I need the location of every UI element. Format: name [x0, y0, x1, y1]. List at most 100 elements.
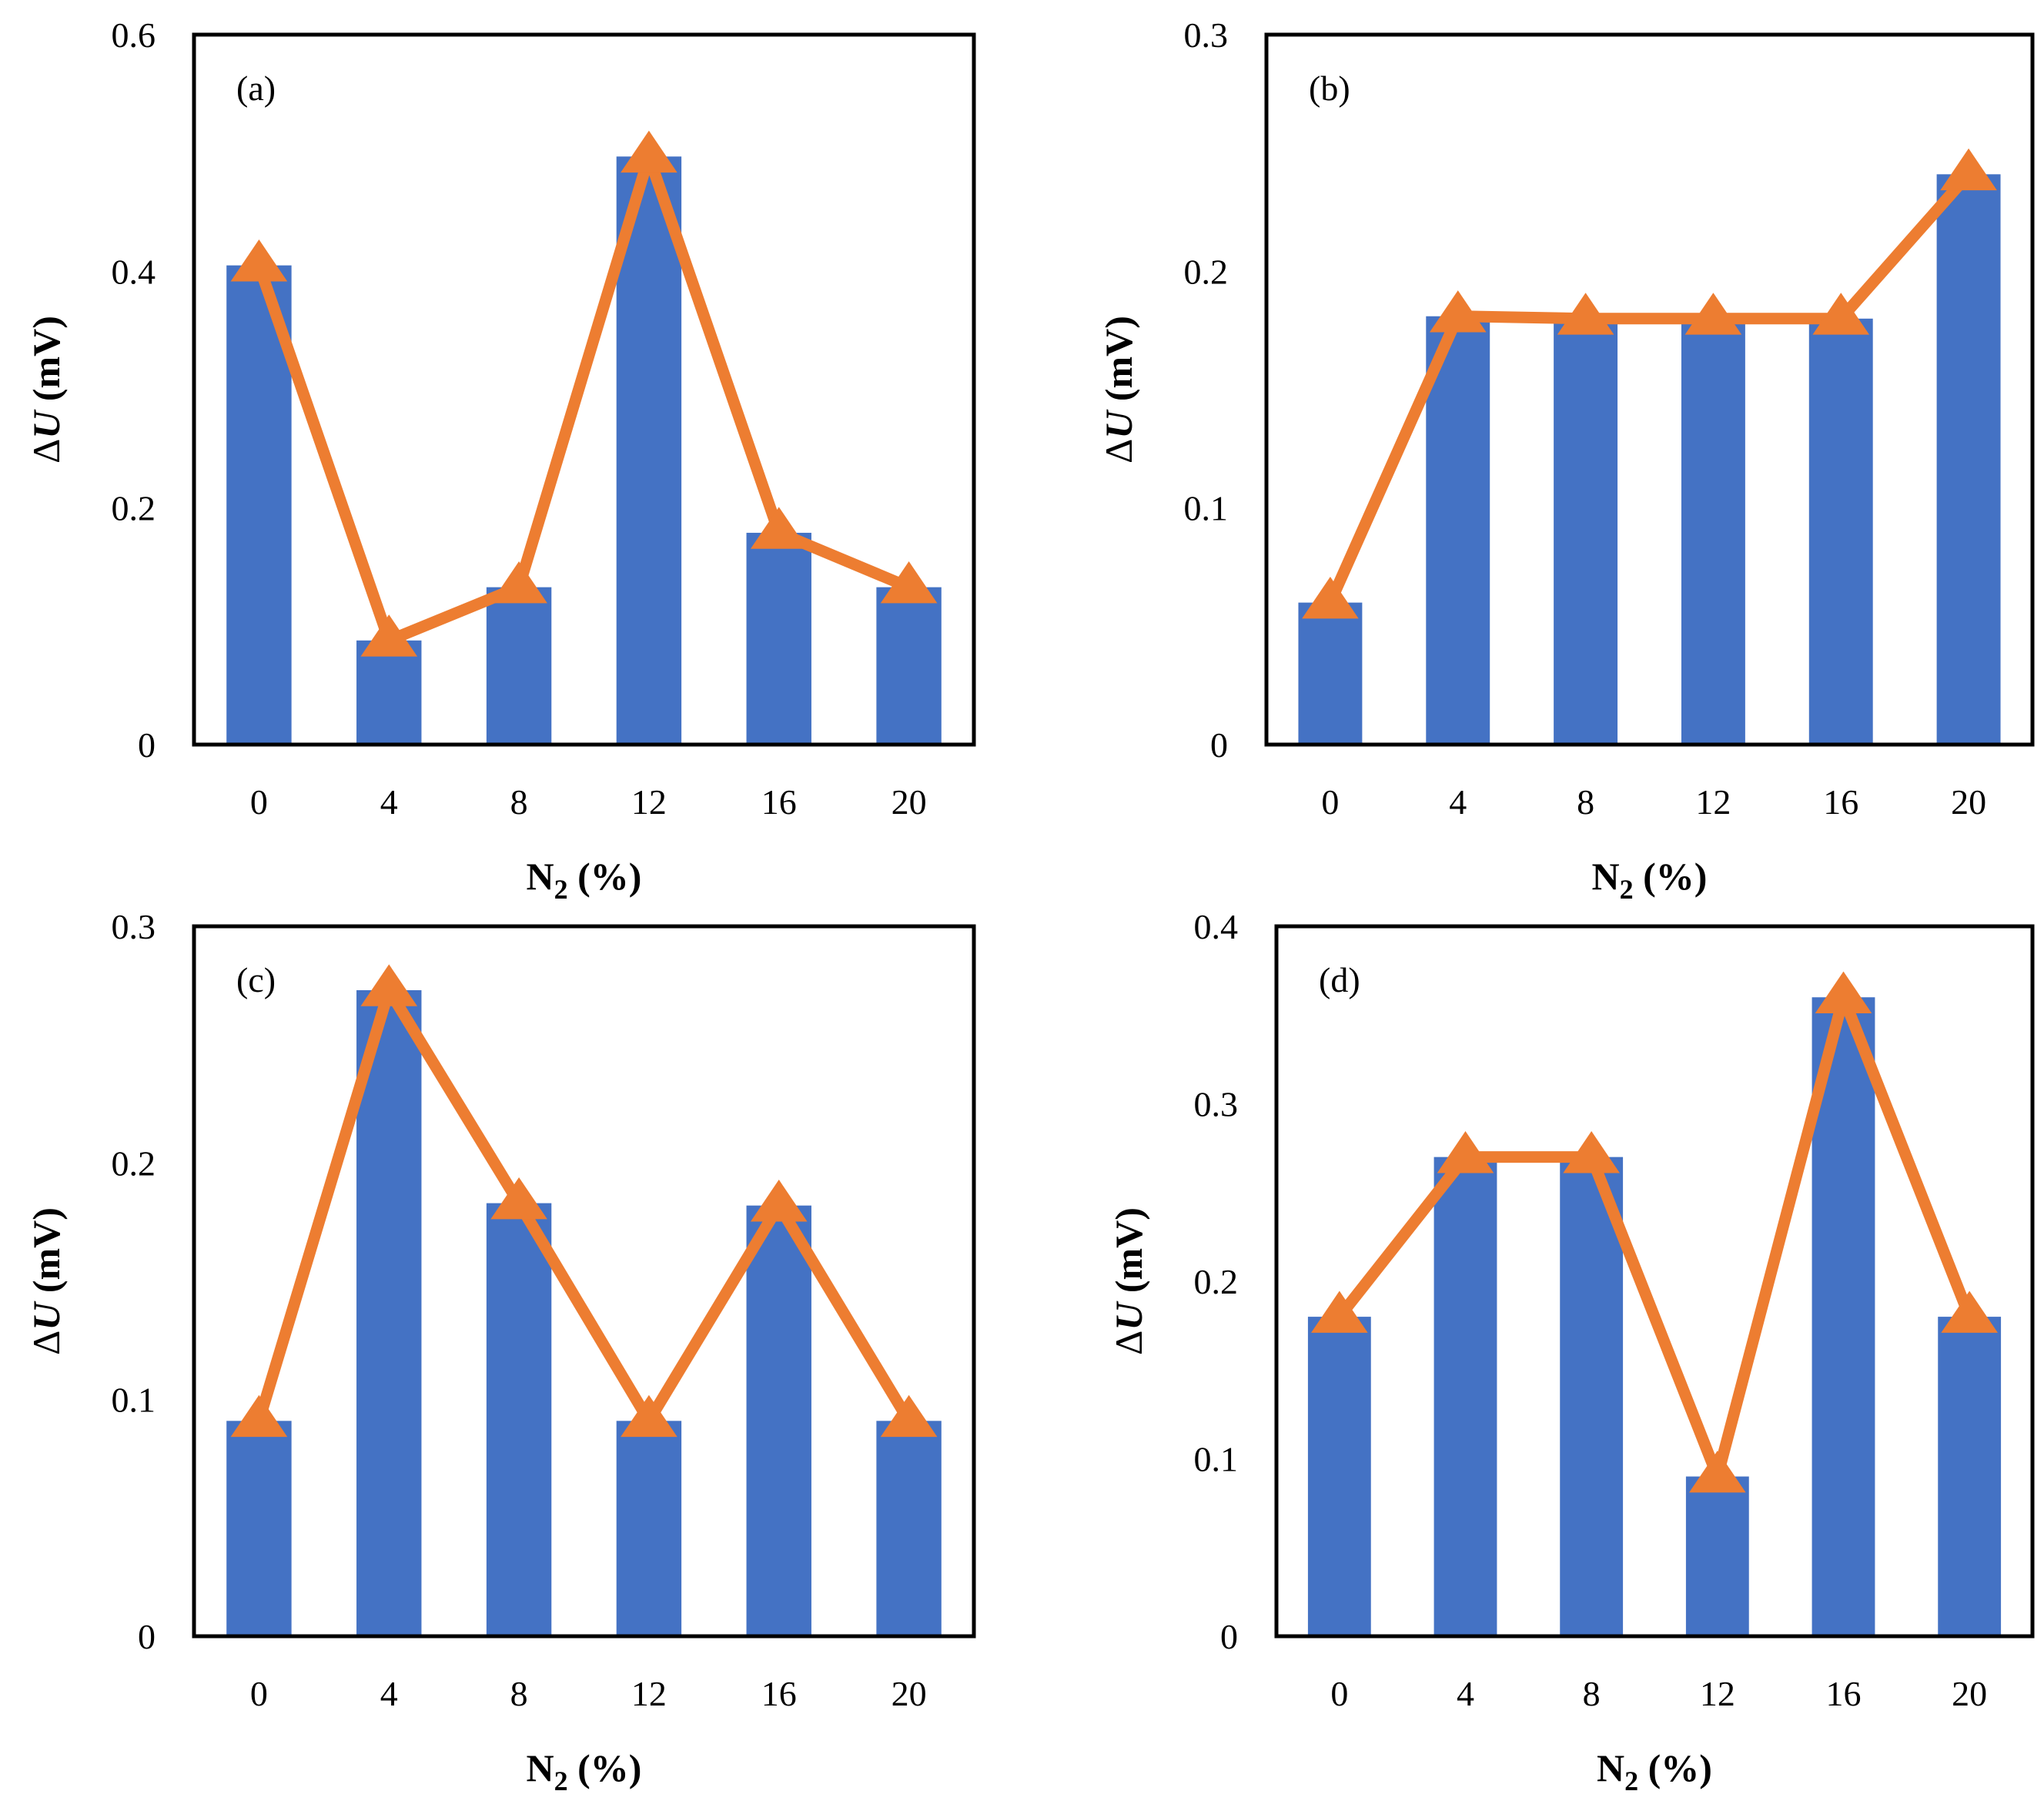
- plot-frame-b: [1264, 32, 2035, 747]
- y-tick-label: 0.3: [1184, 15, 1229, 55]
- marker-b-12: [1684, 293, 1742, 335]
- marker-c-0: [230, 1394, 288, 1438]
- marker-a-4: [360, 614, 418, 657]
- panel-label-c: (c): [236, 960, 276, 999]
- y-axis-title: ΔU (mV): [1107, 1207, 1150, 1355]
- x-axis-title: N2 (%): [527, 1746, 642, 1796]
- chart-panel-d: 0 0.1 0.2 0.3 0.4 0 4 8 12 16 20 N2 (%) ΔU (mV) (d): [1107, 907, 2035, 1796]
- bar-a-12: [616, 156, 682, 745]
- y-tick-label: 0.4: [112, 252, 156, 291]
- bar-a-4: [356, 640, 422, 745]
- marker-a-0: [230, 239, 288, 282]
- series-line-b: [1324, 168, 1975, 609]
- marker-d-8: [1563, 1131, 1620, 1173]
- bar-c-0: [226, 1421, 292, 1636]
- bar-d-0: [1307, 1317, 1371, 1636]
- y-tick-label: 0.1: [1184, 489, 1229, 528]
- x-tick-label: 8: [510, 782, 528, 822]
- marker-a-20: [880, 561, 938, 604]
- plot-frame-c: [192, 924, 976, 1639]
- x-tick-label: 16: [1823, 782, 1858, 822]
- bar-d-4: [1433, 1157, 1497, 1636]
- y-tick-label: 0.3: [112, 907, 156, 946]
- y-tick-label: 0.4: [1194, 907, 1239, 946]
- bar-b-20: [1936, 174, 2001, 745]
- x-tick-label: 20: [1951, 782, 1986, 822]
- plot-frame-d: [1274, 924, 2035, 1639]
- bar-b-12: [1681, 318, 1745, 745]
- bar-c-12: [616, 1421, 682, 1636]
- marker-d-4: [1437, 1131, 1494, 1173]
- bar-a-8: [486, 587, 552, 745]
- bar-b-16: [1808, 318, 1873, 745]
- x-tick-label: 4: [1457, 1674, 1474, 1713]
- marker-b-0: [1302, 577, 1359, 619]
- marker-d-16: [1815, 971, 1872, 1013]
- x-tick-label: 8: [510, 1674, 528, 1713]
- x-tick-label: 20: [892, 1674, 927, 1713]
- bar-b-0: [1298, 602, 1363, 745]
- chart-panel-a: 0 0.2 0.4 0.6 0 4 8 12 16 20 N2 (%) ΔU (mV) (a): [25, 15, 976, 905]
- y-tick-label: 0: [138, 725, 156, 765]
- marker-d-0: [1311, 1290, 1368, 1333]
- y-tick-label: 0: [138, 1617, 156, 1656]
- x-tick-label: 12: [1695, 782, 1731, 822]
- bar-a-20: [876, 587, 942, 745]
- marker-c-12: [621, 1394, 677, 1438]
- chart-panel-c: 0 0.1 0.2 0.3 0 4 8 12 16 20 N2 (%) ΔU (mV) (c): [25, 907, 976, 1796]
- y-axis-title: ΔU (mV): [1097, 316, 1140, 464]
- panel-label-a: (a): [236, 69, 276, 108]
- marker-c-4: [360, 964, 418, 1006]
- x-axis-title: N2 (%): [1597, 1746, 1712, 1796]
- x-tick-label: 12: [631, 782, 667, 822]
- x-tick-label: 16: [1826, 1674, 1862, 1713]
- marker-c-16: [750, 1180, 808, 1222]
- x-axis-title: N2 (%): [527, 855, 642, 905]
- bar-d-12: [1685, 1476, 1749, 1636]
- marker-b-8: [1557, 293, 1614, 335]
- bar-c-4: [356, 989, 422, 1636]
- y-tick-label: 0: [1220, 1617, 1238, 1656]
- y-tick-label: 0.2: [1194, 1262, 1239, 1301]
- marker-a-12: [621, 130, 677, 173]
- marker-b-16: [1812, 293, 1870, 335]
- x-tick-label: 4: [1449, 782, 1467, 822]
- bar-c-8: [486, 1203, 552, 1636]
- bar-b-8: [1554, 318, 1618, 745]
- y-tick-label: 0: [1210, 725, 1228, 765]
- panel-label-b: (b): [1309, 69, 1350, 108]
- y-tick-label: 0.2: [112, 1143, 156, 1183]
- marker-b-4: [1429, 290, 1487, 333]
- y-tick-label: 0.3: [1194, 1085, 1239, 1124]
- x-tick-label: 0: [250, 782, 268, 822]
- series-line-c: [253, 984, 915, 1427]
- marker-c-8: [490, 1177, 547, 1220]
- x-tick-label: 0: [250, 1674, 268, 1713]
- x-tick-label: 8: [1577, 782, 1594, 822]
- y-tick-label: 0.6: [112, 15, 156, 55]
- bar-d-20: [1938, 1317, 2002, 1636]
- marker-a-8: [490, 561, 547, 604]
- chart-panel-b: 0 0.1 0.2 0.3 0 4 8 12 16 20 N2 (%) ΔU (mV) (b): [1097, 15, 2035, 905]
- x-tick-label: 16: [761, 782, 797, 822]
- marker-b-20: [1940, 148, 1997, 191]
- x-tick-label: 20: [1952, 1674, 1987, 1713]
- marker-a-16: [750, 507, 808, 549]
- x-tick-label: 20: [892, 782, 927, 822]
- bar-a-16: [746, 532, 811, 745]
- bar-c-16: [746, 1205, 811, 1636]
- series-line-d: [1333, 991, 1975, 1483]
- x-tick-label: 0: [1330, 1674, 1348, 1713]
- x-tick-label: 16: [761, 1674, 797, 1713]
- marker-d-20: [1941, 1290, 1998, 1333]
- bar-d-8: [1560, 1157, 1624, 1636]
- x-tick-label: 4: [380, 1674, 398, 1713]
- bar-c-20: [876, 1421, 942, 1636]
- plot-frame-a: [192, 32, 976, 747]
- y-tick-label: 0.1: [112, 1381, 156, 1420]
- x-tick-label: 12: [631, 1674, 667, 1713]
- y-axis-title: ΔU (mV): [25, 316, 68, 464]
- x-tick-label: 12: [1700, 1674, 1735, 1713]
- y-tick-label: 0.2: [112, 489, 156, 528]
